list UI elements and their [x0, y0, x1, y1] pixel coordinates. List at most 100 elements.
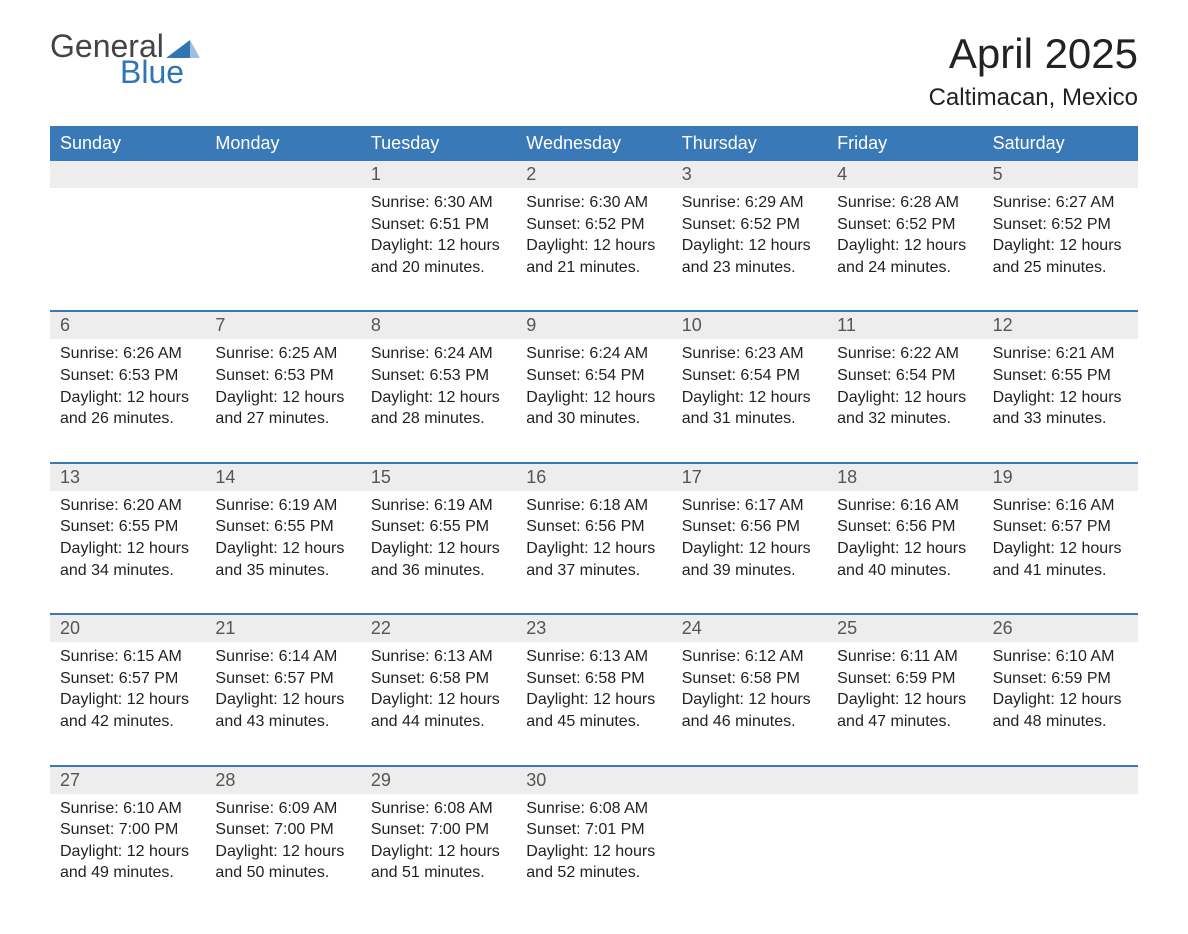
daylight-line: and 21 minutes.: [526, 257, 661, 279]
sunrise-line: Sunrise: 6:08 AM: [526, 798, 661, 820]
daylight-line: Daylight: 12 hours: [215, 841, 350, 863]
sunset-line: Sunset: 6:57 PM: [215, 668, 350, 690]
day-number: 23: [516, 615, 671, 642]
daylight-line: and 32 minutes.: [837, 408, 972, 430]
sunset-line: Sunset: 6:53 PM: [371, 365, 506, 387]
sunrise-line: Sunrise: 6:12 AM: [682, 646, 817, 668]
day-number: [672, 767, 827, 794]
daylight-line: Daylight: 12 hours: [682, 235, 817, 257]
daylight-line: and 42 minutes.: [60, 711, 195, 733]
daylight-line: and 30 minutes.: [526, 408, 661, 430]
sunrise-line: Sunrise: 6:24 AM: [526, 343, 661, 365]
sunrise-line: Sunrise: 6:26 AM: [60, 343, 195, 365]
sunset-line: Sunset: 6:56 PM: [682, 516, 817, 538]
sunset-line: Sunset: 7:00 PM: [215, 819, 350, 841]
day-number: [827, 767, 982, 794]
location-label: Caltimacan, Mexico: [929, 84, 1138, 112]
daylight-line: Daylight: 12 hours: [215, 538, 350, 560]
sunrise-line: Sunrise: 6:28 AM: [837, 192, 972, 214]
day-cell: Sunrise: 6:10 AMSunset: 6:59 PMDaylight:…: [983, 642, 1138, 742]
day-number-row: 6789101112: [50, 312, 1138, 339]
daylight-line: and 33 minutes.: [993, 408, 1128, 430]
day-cell: Sunrise: 6:23 AMSunset: 6:54 PMDaylight:…: [672, 339, 827, 439]
day-cell: Sunrise: 6:27 AMSunset: 6:52 PMDaylight:…: [983, 188, 1138, 288]
day-number: 25: [827, 615, 982, 642]
sunset-line: Sunset: 6:55 PM: [993, 365, 1128, 387]
month-title: April 2025: [929, 30, 1138, 78]
daylight-line: Daylight: 12 hours: [60, 387, 195, 409]
daylight-line: and 34 minutes.: [60, 560, 195, 582]
sunrise-line: Sunrise: 6:09 AM: [215, 798, 350, 820]
daylight-line: and 28 minutes.: [371, 408, 506, 430]
weekday-header: Wednesday: [516, 126, 671, 161]
day-number-row: 20212223242526: [50, 615, 1138, 642]
sunrise-line: Sunrise: 6:16 AM: [993, 495, 1128, 517]
day-number: 7: [205, 312, 360, 339]
weekday-header: Saturday: [983, 126, 1138, 161]
weekday-header: Monday: [205, 126, 360, 161]
sunrise-line: Sunrise: 6:27 AM: [993, 192, 1128, 214]
daylight-line: Daylight: 12 hours: [526, 689, 661, 711]
sunrise-line: Sunrise: 6:20 AM: [60, 495, 195, 517]
day-number: 11: [827, 312, 982, 339]
day-cell: Sunrise: 6:13 AMSunset: 6:58 PMDaylight:…: [516, 642, 671, 742]
sunrise-line: Sunrise: 6:14 AM: [215, 646, 350, 668]
daylight-line: and 23 minutes.: [682, 257, 817, 279]
day-number: 21: [205, 615, 360, 642]
daylight-line: and 39 minutes.: [682, 560, 817, 582]
daylight-line: and 51 minutes.: [371, 862, 506, 884]
weeks-container: 12345Sunrise: 6:30 AMSunset: 6:51 PMDayl…: [50, 161, 1138, 894]
sunset-line: Sunset: 6:56 PM: [526, 516, 661, 538]
sunset-line: Sunset: 6:52 PM: [526, 214, 661, 236]
daylight-line: Daylight: 12 hours: [60, 538, 195, 560]
day-number: 18: [827, 464, 982, 491]
daylight-line: Daylight: 12 hours: [371, 387, 506, 409]
day-cell: Sunrise: 6:12 AMSunset: 6:58 PMDaylight:…: [672, 642, 827, 742]
daylight-line: and 46 minutes.: [682, 711, 817, 733]
day-number: 24: [672, 615, 827, 642]
day-cell: Sunrise: 6:24 AMSunset: 6:54 PMDaylight:…: [516, 339, 671, 439]
daylight-line: Daylight: 12 hours: [371, 538, 506, 560]
day-cell: Sunrise: 6:20 AMSunset: 6:55 PMDaylight:…: [50, 491, 205, 591]
sunset-line: Sunset: 6:53 PM: [60, 365, 195, 387]
sunrise-line: Sunrise: 6:15 AM: [60, 646, 195, 668]
day-number: 20: [50, 615, 205, 642]
daylight-line: Daylight: 12 hours: [526, 387, 661, 409]
weekday-header: Thursday: [672, 126, 827, 161]
sunrise-line: Sunrise: 6:24 AM: [371, 343, 506, 365]
day-number: 13: [50, 464, 205, 491]
day-number: 5: [983, 161, 1138, 188]
sunset-line: Sunset: 6:59 PM: [993, 668, 1128, 690]
day-cell: Sunrise: 6:29 AMSunset: 6:52 PMDaylight:…: [672, 188, 827, 288]
sunrise-line: Sunrise: 6:22 AM: [837, 343, 972, 365]
day-cell: Sunrise: 6:10 AMSunset: 7:00 PMDaylight:…: [50, 794, 205, 894]
daylight-line: and 27 minutes.: [215, 408, 350, 430]
weekday-header: Tuesday: [361, 126, 516, 161]
daylight-line: and 40 minutes.: [837, 560, 972, 582]
daylight-line: Daylight: 12 hours: [837, 387, 972, 409]
sunset-line: Sunset: 7:01 PM: [526, 819, 661, 841]
daylight-line: and 37 minutes.: [526, 560, 661, 582]
day-cell: Sunrise: 6:13 AMSunset: 6:58 PMDaylight:…: [361, 642, 516, 742]
sunset-line: Sunset: 6:52 PM: [837, 214, 972, 236]
daylight-line: Daylight: 12 hours: [837, 235, 972, 257]
daylight-line: and 50 minutes.: [215, 862, 350, 884]
daylight-line: Daylight: 12 hours: [371, 841, 506, 863]
sunset-line: Sunset: 7:00 PM: [60, 819, 195, 841]
daylight-line: Daylight: 12 hours: [60, 841, 195, 863]
weekday-header: Friday: [827, 126, 982, 161]
daylight-line: and 48 minutes.: [993, 711, 1128, 733]
sunset-line: Sunset: 6:55 PM: [60, 516, 195, 538]
day-number: 27: [50, 767, 205, 794]
day-number: 9: [516, 312, 671, 339]
sunset-line: Sunset: 6:58 PM: [371, 668, 506, 690]
day-cell: Sunrise: 6:25 AMSunset: 6:53 PMDaylight:…: [205, 339, 360, 439]
day-number: 10: [672, 312, 827, 339]
daylight-line: Daylight: 12 hours: [682, 689, 817, 711]
sunrise-line: Sunrise: 6:10 AM: [60, 798, 195, 820]
day-number: 30: [516, 767, 671, 794]
day-cell: Sunrise: 6:24 AMSunset: 6:53 PMDaylight:…: [361, 339, 516, 439]
brand-word-2: Blue: [120, 56, 200, 88]
daylight-line: Daylight: 12 hours: [215, 387, 350, 409]
title-block: April 2025 Caltimacan, Mexico: [929, 30, 1138, 112]
